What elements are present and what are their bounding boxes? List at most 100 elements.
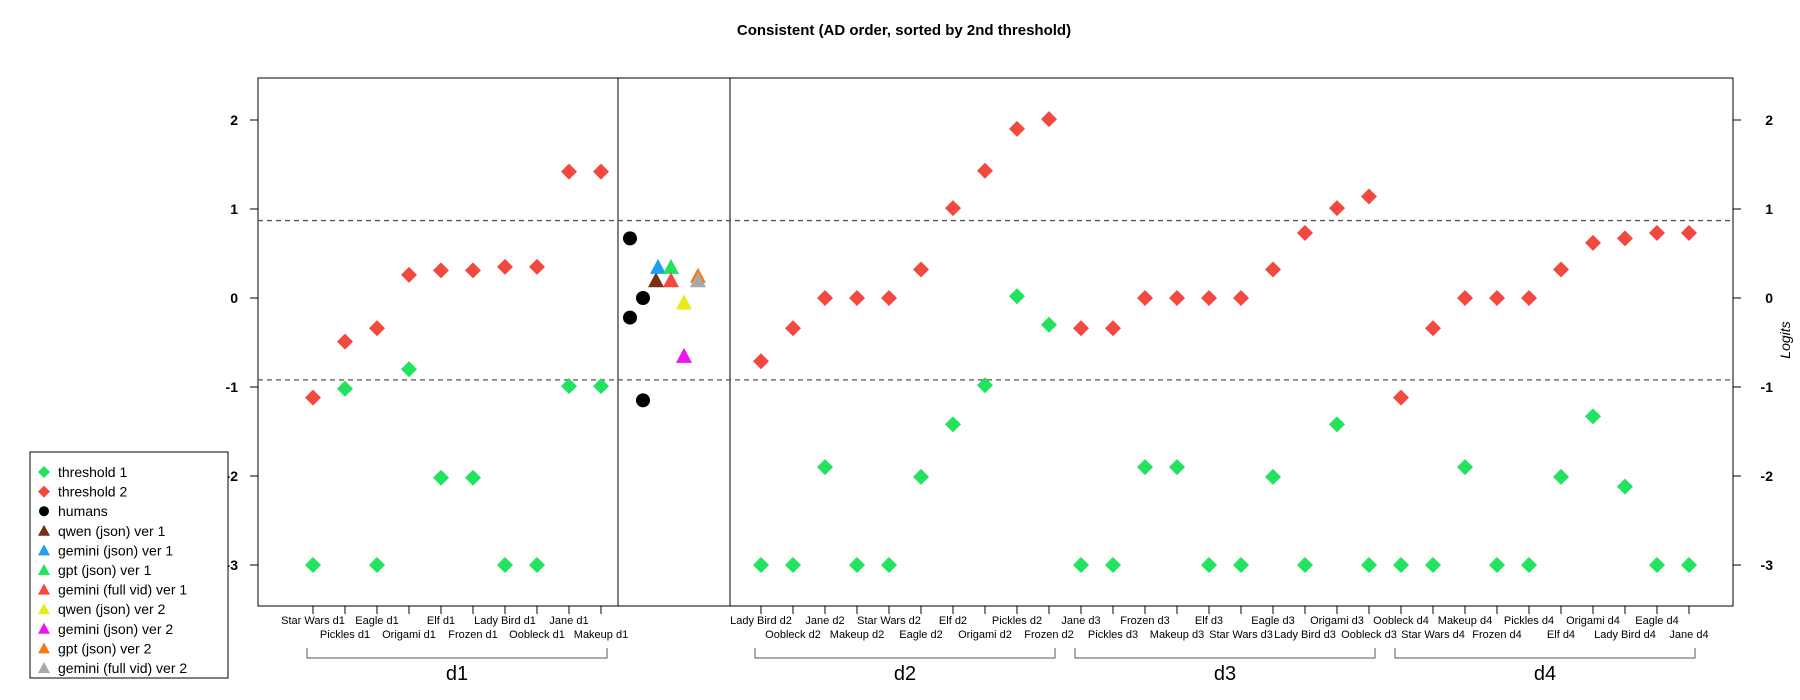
x-tick-label: Origami d4 [1566,615,1620,627]
threshold1-point [369,557,385,573]
legend-marker [38,485,50,498]
threshold1-point [1649,557,1665,573]
threshold1-point [465,469,481,486]
x-tick-label: Oobleck d4 [1373,615,1429,627]
threshold2-point [1361,188,1377,205]
threshold1-point [1265,468,1281,485]
threshold2-point [433,262,449,279]
threshold1-point [1489,557,1505,573]
threshold1-point [1329,416,1345,433]
threshold2-point [1457,290,1473,306]
y-tick-label-right: 0 [1765,290,1773,306]
x-tick-label: Frozen d4 [1472,629,1522,641]
x-tick-label: Frozen d1 [448,629,498,641]
x-tick-label: Eagle d3 [1251,615,1294,627]
chart-title: Consistent (AD order, sorted by 2nd thre… [737,22,1071,39]
x-tick-label: Jane d2 [805,615,844,627]
threshold1-point [1137,459,1153,476]
threshold1-point [1201,557,1217,573]
human-point [636,291,650,305]
threshold2-point [401,266,417,283]
legend-label: humans [58,503,108,519]
legend-label: gpt (json) ver 1 [58,562,152,578]
threshold2-point [593,163,609,180]
threshold2-point [977,162,993,179]
x-tick-label: Makeup d3 [1150,629,1204,641]
legend-label: gemini (full vid) ver 2 [58,660,187,676]
legend-marker [38,583,50,595]
threshold2-point [1329,200,1345,217]
threshold2-point [1297,225,1313,242]
threshold1-point [561,378,577,395]
model-triangle [648,272,664,288]
legend-label: threshold 2 [58,484,127,500]
threshold1-point [1233,557,1249,573]
y-tick-label-left: -1 [226,379,239,395]
threshold1-point [529,557,545,573]
threshold2-point [1585,234,1601,251]
threshold1-point [817,459,833,476]
x-tick-label: Frozen d2 [1024,629,1074,641]
group-bracket [754,648,1056,659]
legend-label: gpt (json) ver 2 [58,640,152,656]
y-tick-label-right: -3 [1761,557,1774,573]
x-tick-label: Jane d3 [1061,615,1100,627]
legend-marker [38,603,50,615]
x-tick-label: Makeup d4 [1438,615,1492,627]
threshold1-point [1585,408,1601,425]
threshold2-point [337,333,353,350]
x-tick-label: Eagle d1 [355,615,398,627]
x-tick-label: Star Wars d1 [281,615,345,627]
group-label: d4 [1534,663,1556,685]
threshold1-point [1297,557,1313,573]
threshold1-point [785,557,801,573]
legend-marker [39,506,49,517]
threshold1-point [977,377,993,394]
threshold2-point [1649,225,1665,242]
y-tick-label-right: -1 [1761,379,1774,395]
x-tick-label: Oobleck d2 [765,629,821,641]
threshold2-point [881,290,897,306]
x-tick-label: Eagle d4 [1635,615,1678,627]
panel-left [257,77,619,607]
threshold2-point [1009,120,1025,137]
group-label: d1 [446,663,468,685]
group-bracket [1074,648,1376,659]
y-tick-label-left: 0 [230,290,238,306]
legend-marker [38,662,50,673]
human-point [623,310,637,325]
legend-label: gemini (full vid) ver 1 [58,582,187,598]
x-tick-label: Origami d3 [1310,615,1364,627]
human-point [623,231,637,246]
y-tick-label-right: 2 [1765,112,1773,128]
legend-box [29,451,229,679]
human-point [636,393,650,408]
threshold2-point [1073,320,1089,337]
threshold2-point [497,258,513,275]
model-triangle [650,258,666,274]
x-tick-label: Oobleck d1 [509,629,565,641]
group-bracket [1394,648,1696,659]
x-tick-label: Jane d4 [1669,629,1708,641]
model-triangle [663,258,679,274]
legend-marker [38,544,50,556]
y-tick-label-right: -2 [1761,468,1774,484]
x-tick-label: Elf d4 [1547,629,1575,641]
threshold2-point [1233,290,1249,306]
x-tick-label: Star Wars d2 [857,615,921,627]
x-tick-label: Origami d1 [382,629,436,641]
threshold1-point [1361,557,1377,573]
threshold2-point [1041,111,1057,128]
threshold1-point [1073,557,1089,573]
legend-label: gemini (json) ver 2 [58,621,173,637]
threshold1-point [305,557,321,573]
legend-marker [38,622,50,634]
x-tick-label: Eagle d2 [899,629,942,641]
x-tick-label: Oobleck d3 [1341,629,1397,641]
threshold2-point [369,320,385,337]
x-tick-label: Lady Bird d4 [1594,629,1656,641]
threshold2-point [1265,261,1281,278]
threshold1-point [1521,557,1537,573]
group-label: d2 [894,663,916,685]
x-tick-label: Lady Bird d3 [1274,629,1336,641]
